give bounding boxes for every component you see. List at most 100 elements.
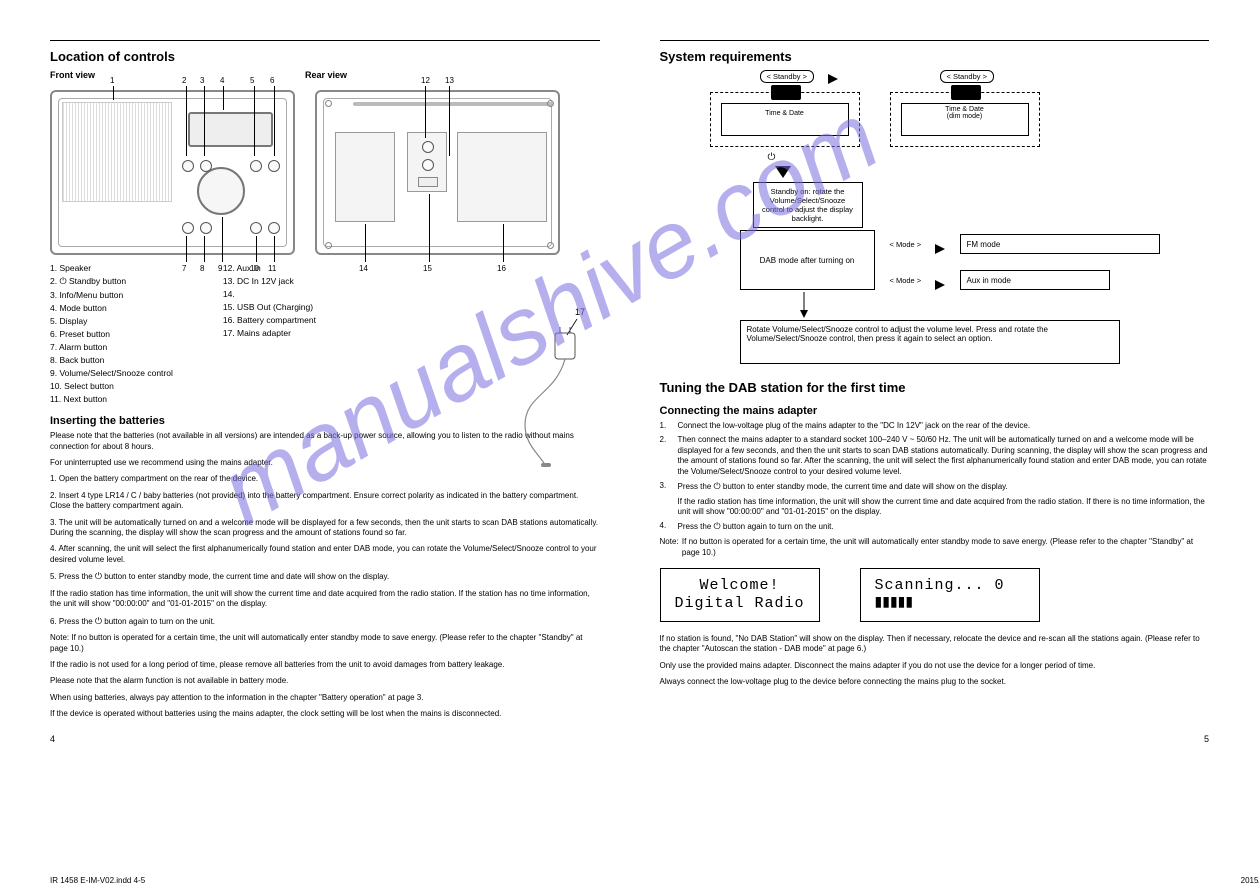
tuning-title: Tuning the DAB station for the first tim… — [660, 380, 1210, 395]
power-icon-inline — [95, 572, 102, 581]
view-labels: Front view Rear view — [50, 70, 600, 80]
cl-3: 3. Info/Menu button — [50, 290, 173, 301]
btn-mode — [250, 160, 262, 172]
bn-3: Always connect the low-voltage plug to t… — [660, 677, 1210, 687]
bat-p13: When using batteries, always pay attenti… — [50, 693, 600, 703]
step-3b: If the radio station has time informatio… — [678, 497, 1210, 518]
call-8: 8 — [200, 264, 204, 273]
lcd1-line2: Digital Radio — [675, 595, 805, 613]
call-5: 5 — [250, 76, 254, 85]
cl-11: 11. Next button — [50, 394, 173, 405]
antenna — [353, 102, 553, 106]
speaker-grille — [62, 102, 172, 202]
step-1: Connect the low-voltage plug of the main… — [678, 421, 1031, 431]
flow-bottom-box: Rotate Volume/Select/Snooze control to a… — [740, 320, 1120, 364]
btn-standby — [182, 160, 194, 172]
call-4: 4 — [220, 76, 224, 85]
call-12: 12 — [421, 76, 430, 85]
power-symbol: ⏻ — [768, 152, 776, 163]
front-lcd — [188, 112, 273, 147]
cr-13: 13. DC In 12V jack — [223, 276, 316, 287]
standby-label-2: < Standby > — [940, 70, 994, 83]
cr-17: 17. Mains adapter — [223, 328, 316, 339]
step-3: Press the button to enter standby mode, … — [678, 481, 1008, 493]
diagrams: 1 2 3 4 5 6 7 8 9 10 11 — [50, 90, 600, 255]
control-list-right: 12. Aux In 13. DC In 12V jack 14. 15. US… — [223, 263, 316, 405]
adapter-illustration: 17 — [505, 305, 620, 475]
bat-p7: 5. Press the button to enter standby mod… — [50, 571, 600, 583]
bat-p4: 2. Insert 4 type LR14 / C / baby batteri… — [50, 491, 600, 512]
step-2: Then connect the mains adapter to a stan… — [678, 435, 1210, 477]
spread: Location of controls Front view Rear vie… — [50, 40, 1209, 726]
rear-view-label: Rear view — [305, 70, 347, 80]
bat-p5: 3. The unit will be automatically turned… — [50, 518, 600, 539]
cl-6: 6. Preset button — [50, 329, 173, 340]
call-9: 9 — [218, 264, 222, 273]
bat-p9: 6. Press the button again to turn on the… — [50, 616, 600, 628]
system-title: System requirements — [660, 49, 1210, 64]
power-icon-inline2 — [95, 617, 102, 626]
call-10: 10 — [250, 264, 259, 273]
btn-info — [200, 160, 212, 172]
bat-p11: If the radio is not used for a long peri… — [50, 660, 600, 670]
standby-label: < Standby > — [760, 70, 814, 83]
connecting-steps: 1.Connect the low-voltage plug of the ma… — [660, 421, 1210, 558]
fm-box: FM mode — [960, 234, 1160, 254]
lcd-right-box: Time & Date (dim mode) — [890, 92, 1040, 147]
arrow-down-thin — [794, 292, 814, 320]
call-1: 1 — [110, 76, 114, 85]
call-14: 14 — [359, 264, 368, 273]
control-list-left: 1. Speaker 2. Standby button 3. Info/Men… — [50, 263, 173, 405]
page-num-right: 5 — [1204, 734, 1209, 744]
btn-next — [268, 222, 280, 234]
power-icon-r2 — [714, 522, 721, 531]
call-16: 16 — [497, 264, 506, 273]
step-4: Press the button again to turn on the un… — [678, 521, 834, 533]
lcd-welcome: Welcome! Digital Radio — [660, 568, 820, 622]
cl-4: 4. Mode button — [50, 303, 173, 314]
cl-2: 2. Standby button — [50, 276, 173, 288]
cl-8: 8. Back button — [50, 355, 173, 366]
cr-16: 16. Battery compartment — [223, 315, 316, 326]
cl-9: 9. Volume/Select/Snooze control — [50, 368, 173, 379]
lcd1-line1: Welcome! — [675, 577, 805, 595]
connecting-title: Connecting the mains adapter — [660, 405, 1210, 417]
mode-label-1: < Mode > — [890, 240, 922, 249]
btn-select — [250, 222, 262, 234]
call-15: 15 — [423, 264, 432, 273]
cl-7: 7. Alarm button — [50, 342, 173, 353]
rear-panel-1 — [335, 132, 395, 222]
btn-preset — [268, 160, 280, 172]
footer: IR 1458 E-IM-V02.indd 4-5 2015/11/6 14:4… — [50, 876, 1259, 885]
front-view-label: Front view — [50, 70, 95, 80]
volume-knob — [197, 167, 245, 215]
bat-p8: If the radio station has time informatio… — [50, 589, 600, 610]
bn-2: Only use the provided mains adapter. Dis… — [660, 661, 1210, 671]
bat-p10: Note: If no button is operated for a cer… — [50, 633, 600, 654]
cr-15: 15. USB Out (Charging) — [223, 302, 316, 313]
left-page: Location of controls Front view Rear vie… — [50, 40, 600, 726]
call-2: 2 — [182, 76, 186, 85]
mode-label-2: < Mode > — [890, 276, 922, 285]
radio-back: 12 13 14 15 16 — [315, 90, 560, 255]
cl-10: 10. Select button — [50, 381, 173, 392]
lcd-right-text: Time & Date (dim mode) — [901, 103, 1029, 136]
btn-back — [200, 222, 212, 234]
call-17: 17 — [575, 307, 585, 317]
cl-1: 1. Speaker — [50, 263, 173, 274]
location-title: Location of controls — [50, 49, 600, 64]
bat-p14: If the device is operated without batter… — [50, 709, 600, 719]
standby-box: Standby on: rotate the Volume/Select/Sno… — [753, 182, 863, 228]
call-3: 3 — [200, 76, 204, 85]
call-6: 6 — [270, 76, 274, 85]
call-7: 7 — [182, 264, 186, 273]
lcd2-line1: Scanning... 0 — [875, 577, 1025, 595]
bat-p3: 1. Open the battery compartment on the r… — [50, 474, 600, 484]
battery-compartment — [457, 132, 547, 222]
footer-right: 2015/11/6 14:43:12 — [1241, 876, 1259, 885]
power-icon-r1 — [714, 482, 721, 491]
bat-p6: 4. After scanning, the unit will select … — [50, 544, 600, 565]
rear-panel-2 — [407, 132, 447, 192]
cl-5: 5. Display — [50, 316, 173, 327]
system-flow: < Standby > < Standby > Time & Date Time… — [660, 70, 1210, 380]
